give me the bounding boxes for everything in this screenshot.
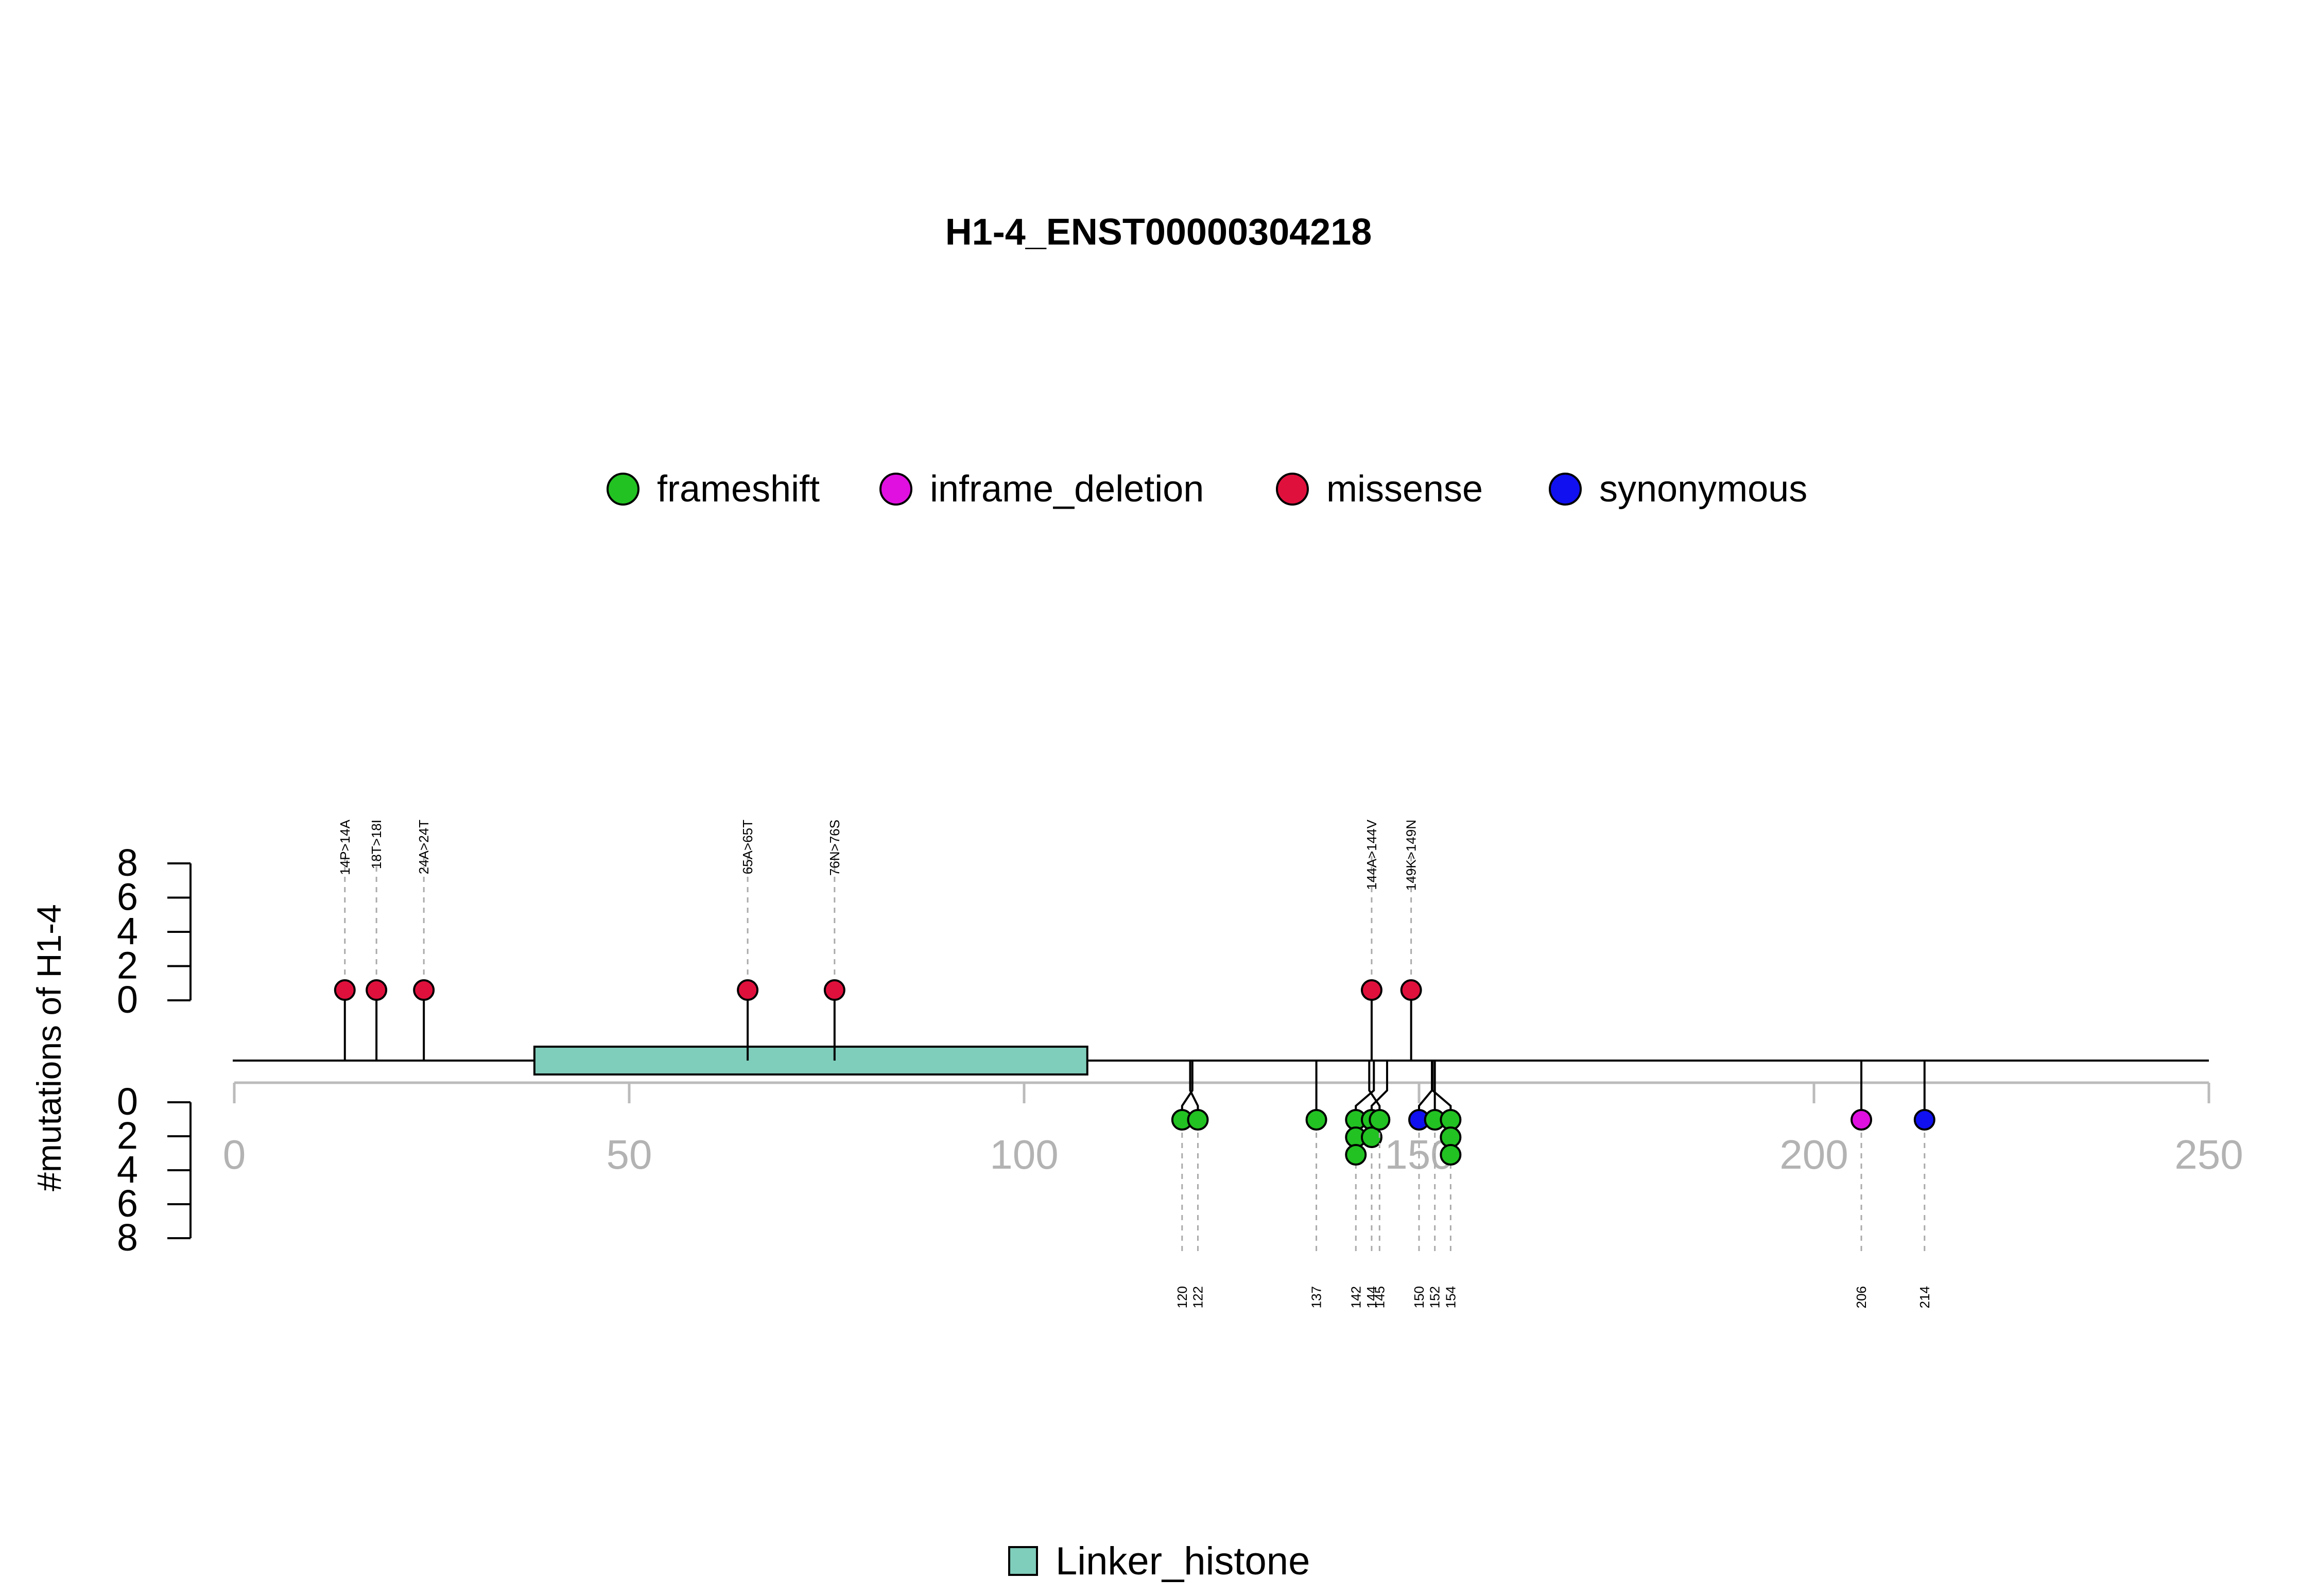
lower-label-206: 206 <box>1854 1286 1869 1308</box>
legend-marker-inframe_deletion <box>879 473 912 506</box>
lower-stem-145 <box>1368 1061 1381 1111</box>
x-tick-label-250: 250 <box>2174 1132 2243 1177</box>
upper-label-24: 24A>24T <box>416 820 431 874</box>
x-axis: 0 50 100 150 200 250 <box>223 1081 2243 1177</box>
y-axis-label: #mutations of H1-4 <box>30 904 68 1191</box>
y-tick-label-lower-8: 8 <box>117 1216 138 1259</box>
legend-label-frameshift: frameshift <box>657 469 820 510</box>
upper-point-149 <box>1400 979 1422 1001</box>
lower-point-145-1 <box>1369 1109 1391 1131</box>
legend-label-synonymous: synonymous <box>1599 469 1807 510</box>
y-tick-label-upper-4: 4 <box>117 910 138 952</box>
legend: frameshift inframe_deletion missense synony… <box>607 469 1807 510</box>
upper-point-14 <box>334 979 356 1001</box>
upper-label-76: 76N>76S <box>827 820 842 876</box>
lower-point-122-1 <box>1187 1109 1209 1131</box>
lower-point-144-2 <box>1360 1126 1382 1148</box>
legend-marker-synonymous <box>1549 473 1582 506</box>
lower-label-144: 144 <box>1364 1286 1379 1308</box>
lower-stem-150 <box>1418 1061 1433 1111</box>
y-tick-label-lower-2: 2 <box>117 1114 138 1157</box>
domain-Linker_histone <box>533 1046 1088 1075</box>
x-tick-label-0: 0 <box>223 1132 246 1177</box>
upper-point-144 <box>1360 979 1382 1001</box>
domains <box>533 1046 1088 1075</box>
lower-label-122: 122 <box>1190 1286 1205 1308</box>
legend-label-inframe_deletion: inframe_deletion <box>930 469 1204 510</box>
domain-legend-swatch-Linker_histone <box>1008 1546 1038 1576</box>
upper-lollipops: 14P>14A 18T>18I 24A>24T 65A>65T 76N>76S 144A>… <box>334 819 1422 1061</box>
lower-label-137: 137 <box>1309 1286 1324 1308</box>
upper-point-76 <box>823 979 845 1001</box>
lower-label-142: 142 <box>1348 1286 1363 1308</box>
x-tick-label-50: 50 <box>607 1132 652 1177</box>
lower-label-145: 145 <box>1372 1286 1387 1308</box>
lower-point-142-3 <box>1345 1144 1367 1166</box>
lower-label-150: 150 <box>1411 1286 1427 1308</box>
upper-label-14: 14P>14A <box>337 819 353 875</box>
legend-marker-missense <box>1276 473 1309 506</box>
y-tick-label-lower-0: 0 <box>117 1080 138 1123</box>
legend-label-missense: missense <box>1326 469 1483 510</box>
lower-point-154-3 <box>1440 1144 1462 1166</box>
chart-title: H1-4_ENST00000304218 <box>945 212 1372 253</box>
lower-label-152: 152 <box>1427 1286 1443 1308</box>
lower-stem-120 <box>1181 1061 1194 1111</box>
lower-stem-122 <box>1189 1061 1199 1111</box>
upper-point-18 <box>366 979 388 1001</box>
y-tick-label-upper-8: 8 <box>117 841 138 884</box>
y-tick-label-lower-4: 4 <box>117 1148 138 1191</box>
lower-stem-154 <box>1431 1061 1452 1111</box>
upper-point-65 <box>737 979 759 1001</box>
y-tick-label-lower-6: 6 <box>117 1182 138 1225</box>
legend-marker-frameshift <box>607 473 639 506</box>
domain-legend-label-Linker_histone: Linker_histone <box>1056 1539 1310 1583</box>
upper-label-18: 18T>18I <box>369 820 384 869</box>
lower-stem-142 <box>1355 1061 1375 1111</box>
domain-legend: Linker_histone <box>1008 1539 1310 1583</box>
lower-point-214-1 <box>1913 1109 1935 1131</box>
y-tick-label-upper-2: 2 <box>117 944 138 987</box>
lower-label-154: 154 <box>1443 1286 1458 1308</box>
lower-stem-144 <box>1370 1061 1388 1111</box>
upper-point-24 <box>413 979 435 1001</box>
upper-label-65: 65A>65T <box>740 820 755 874</box>
lower-point-137-1 <box>1305 1109 1327 1131</box>
y-tick-label-upper-6: 6 <box>117 876 138 918</box>
lower-point-206-1 <box>1851 1109 1873 1131</box>
x-tick-label-200: 200 <box>1779 1132 1848 1177</box>
upper-label-149: 149K>149N <box>1404 820 1419 891</box>
x-tick-label-100: 100 <box>990 1132 1058 1177</box>
lower-label-214: 214 <box>1917 1286 1932 1308</box>
upper-label-144: 144A>144V <box>1364 819 1379 890</box>
y-tick-label-upper-0: 0 <box>117 978 138 1021</box>
lower-label-120: 120 <box>1174 1286 1190 1308</box>
